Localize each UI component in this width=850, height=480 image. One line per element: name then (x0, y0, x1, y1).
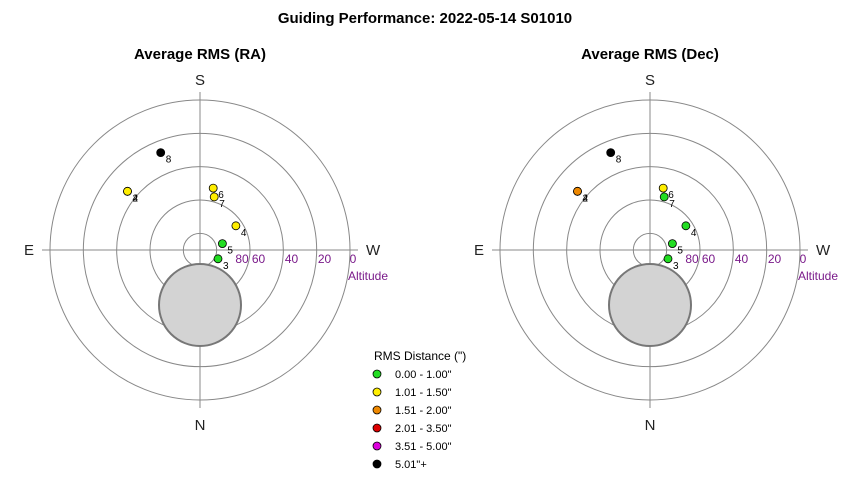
compass-label-w: W (816, 242, 831, 259)
data-point-label-4: 4 (583, 193, 589, 204)
data-point-label-8: 8 (616, 155, 622, 166)
legend-swatch-1 (372, 387, 382, 397)
altitude-tick-20: 20 (768, 252, 782, 266)
data-point-4 (681, 221, 691, 231)
altitude-tick-60: 60 (252, 252, 266, 266)
data-point-label-7: 7 (669, 199, 675, 210)
chart-main-title: Guiding Performance: 2022-05-14 S01010 (277, 10, 573, 27)
compass-label-n: N (645, 417, 656, 434)
data-point-4 (123, 186, 132, 196)
legend-title: RMS Distance (") (374, 349, 466, 363)
data-point-7 (659, 192, 669, 202)
legend-swatch-3 (372, 423, 382, 433)
data-point-6 (208, 183, 218, 193)
data-point-label-8: 8 (166, 155, 172, 166)
altitude-axis-label: Altitude (348, 269, 388, 283)
altitude-tick-80: 80 (235, 252, 249, 266)
compass-label-s: S (645, 72, 655, 89)
data-point-4 (231, 221, 241, 231)
data-point-label-2: 2 (583, 193, 589, 204)
legend-entry-0: 0.00 - 1.00" (395, 369, 452, 381)
legend-swatch-5 (372, 459, 382, 469)
data-point-label-4: 4 (241, 228, 247, 239)
legend-entry-3: 2.01 - 3.50" (395, 423, 452, 435)
data-point-5 (217, 239, 227, 249)
altitude-tick-40: 40 (735, 252, 749, 266)
data-point-label-4: 4 (691, 228, 697, 239)
data-point-label-7: 7 (219, 199, 225, 210)
data-point-label-2: 2 (133, 193, 139, 204)
altitude-tick-20: 20 (318, 252, 332, 266)
compass-label-e: E (24, 242, 34, 259)
data-point-4 (573, 186, 582, 196)
legend-swatch-0 (372, 369, 382, 379)
data-point-6 (658, 183, 668, 193)
compass-label-e: E (474, 242, 484, 259)
altitude-tick-80: 80 (685, 252, 699, 266)
data-point-label-5: 5 (677, 246, 683, 257)
altitude-tick-60: 60 (702, 252, 716, 266)
data-point-label-6: 6 (218, 190, 224, 201)
legend-swatch-2 (372, 405, 382, 415)
legend-entry-4: 3.51 - 5.00" (395, 441, 452, 453)
data-point-8 (606, 148, 616, 158)
data-point-5 (668, 239, 677, 249)
data-point-3 (213, 254, 223, 264)
altitude-tick-40: 40 (285, 252, 299, 266)
compass-label-w: W (366, 242, 381, 259)
plot-title-ra: Average RMS (RA) (134, 46, 266, 63)
data-point-label-3: 3 (223, 261, 229, 272)
compass-label-s: S (195, 72, 205, 89)
altitude-tick-0: 0 (800, 252, 807, 266)
obstruction-disc (158, 263, 242, 347)
legend-entry-1: 1.01 - 1.50" (395, 387, 452, 399)
data-point-label-3: 3 (673, 261, 679, 272)
data-point-3 (663, 254, 673, 264)
data-point-label-4: 4 (133, 193, 139, 204)
compass-label-n: N (195, 417, 206, 434)
data-point-7 (209, 192, 219, 202)
legend-swatch-4 (372, 441, 382, 451)
altitude-tick-0: 0 (350, 252, 357, 266)
data-point-label-5: 5 (227, 246, 233, 257)
obstruction-disc (608, 263, 692, 347)
legend-entry-5: 5.01"+ (395, 459, 427, 471)
altitude-axis-label: Altitude (798, 269, 838, 283)
data-point-8 (156, 148, 166, 158)
plot-title-dec: Average RMS (Dec) (581, 46, 719, 63)
data-point-label-6: 6 (668, 190, 674, 201)
legend-entry-2: 1.51 - 2.00" (395, 405, 452, 417)
